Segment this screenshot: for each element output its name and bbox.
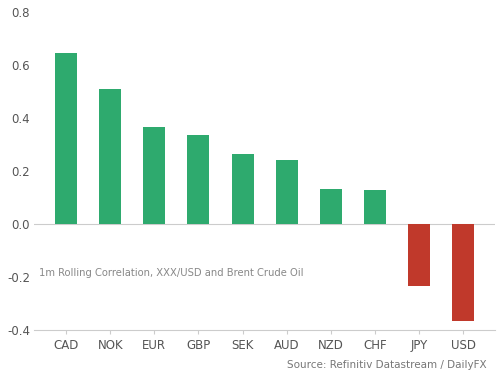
Bar bbox=[231, 154, 253, 224]
Bar bbox=[451, 224, 473, 321]
Bar bbox=[55, 53, 77, 224]
Text: 1m Rolling Correlation, XXX/USD and Brent Crude Oil: 1m Rolling Correlation, XXX/USD and Bren… bbox=[39, 268, 303, 278]
Bar bbox=[143, 127, 165, 224]
Bar bbox=[187, 135, 209, 224]
Text: Source: Refinitiv Datastream / DailyFX: Source: Refinitiv Datastream / DailyFX bbox=[287, 360, 486, 370]
Bar bbox=[319, 189, 341, 224]
Bar bbox=[407, 224, 429, 286]
Bar bbox=[275, 160, 297, 224]
Bar bbox=[363, 190, 385, 224]
Bar bbox=[99, 89, 121, 224]
